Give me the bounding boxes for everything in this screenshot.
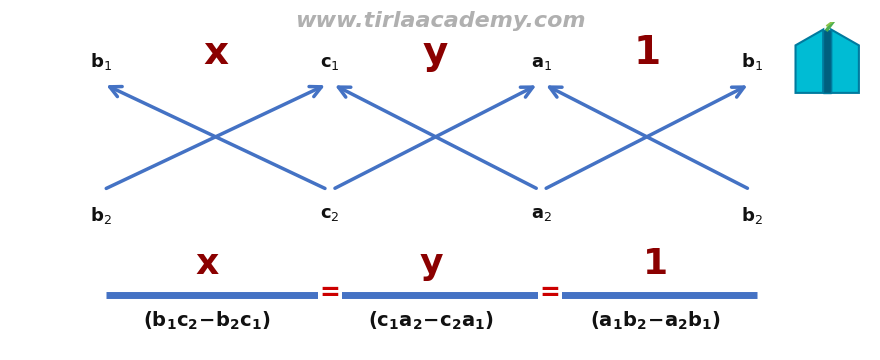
Text: b$_1$: b$_1$: [91, 51, 112, 72]
Text: $\mathbf{(c_1a_2\!-\!c_2a_1)}$: $\mathbf{(c_1a_2\!-\!c_2a_1)}$: [368, 310, 495, 332]
Text: 1: 1: [634, 34, 660, 72]
Text: $\mathbf{(a_1b_2\!-\!a_2b_1)}$: $\mathbf{(a_1b_2\!-\!a_2b_1)}$: [590, 310, 721, 332]
Text: y: y: [423, 34, 448, 72]
Text: x: x: [203, 34, 228, 72]
Text: b$_2$: b$_2$: [91, 205, 112, 226]
Text: y: y: [420, 247, 443, 281]
Text: x: x: [195, 247, 218, 281]
Text: $\mathbf{(b_1c_2\!-\!b_2c_1)}$: $\mathbf{(b_1c_2\!-\!b_2c_1)}$: [143, 310, 271, 332]
Text: 1: 1: [643, 247, 668, 281]
Text: c$_2$: c$_2$: [320, 205, 340, 223]
Text: =: =: [319, 282, 341, 305]
Text: www.tirlaacademy.com: www.tirlaacademy.com: [295, 11, 585, 31]
Text: c$_1$: c$_1$: [320, 54, 340, 72]
Text: b$_1$: b$_1$: [742, 51, 763, 72]
Text: =: =: [539, 282, 561, 305]
Text: a$_1$: a$_1$: [531, 54, 552, 72]
Text: b$_2$: b$_2$: [742, 205, 763, 226]
Text: a$_2$: a$_2$: [531, 205, 552, 223]
